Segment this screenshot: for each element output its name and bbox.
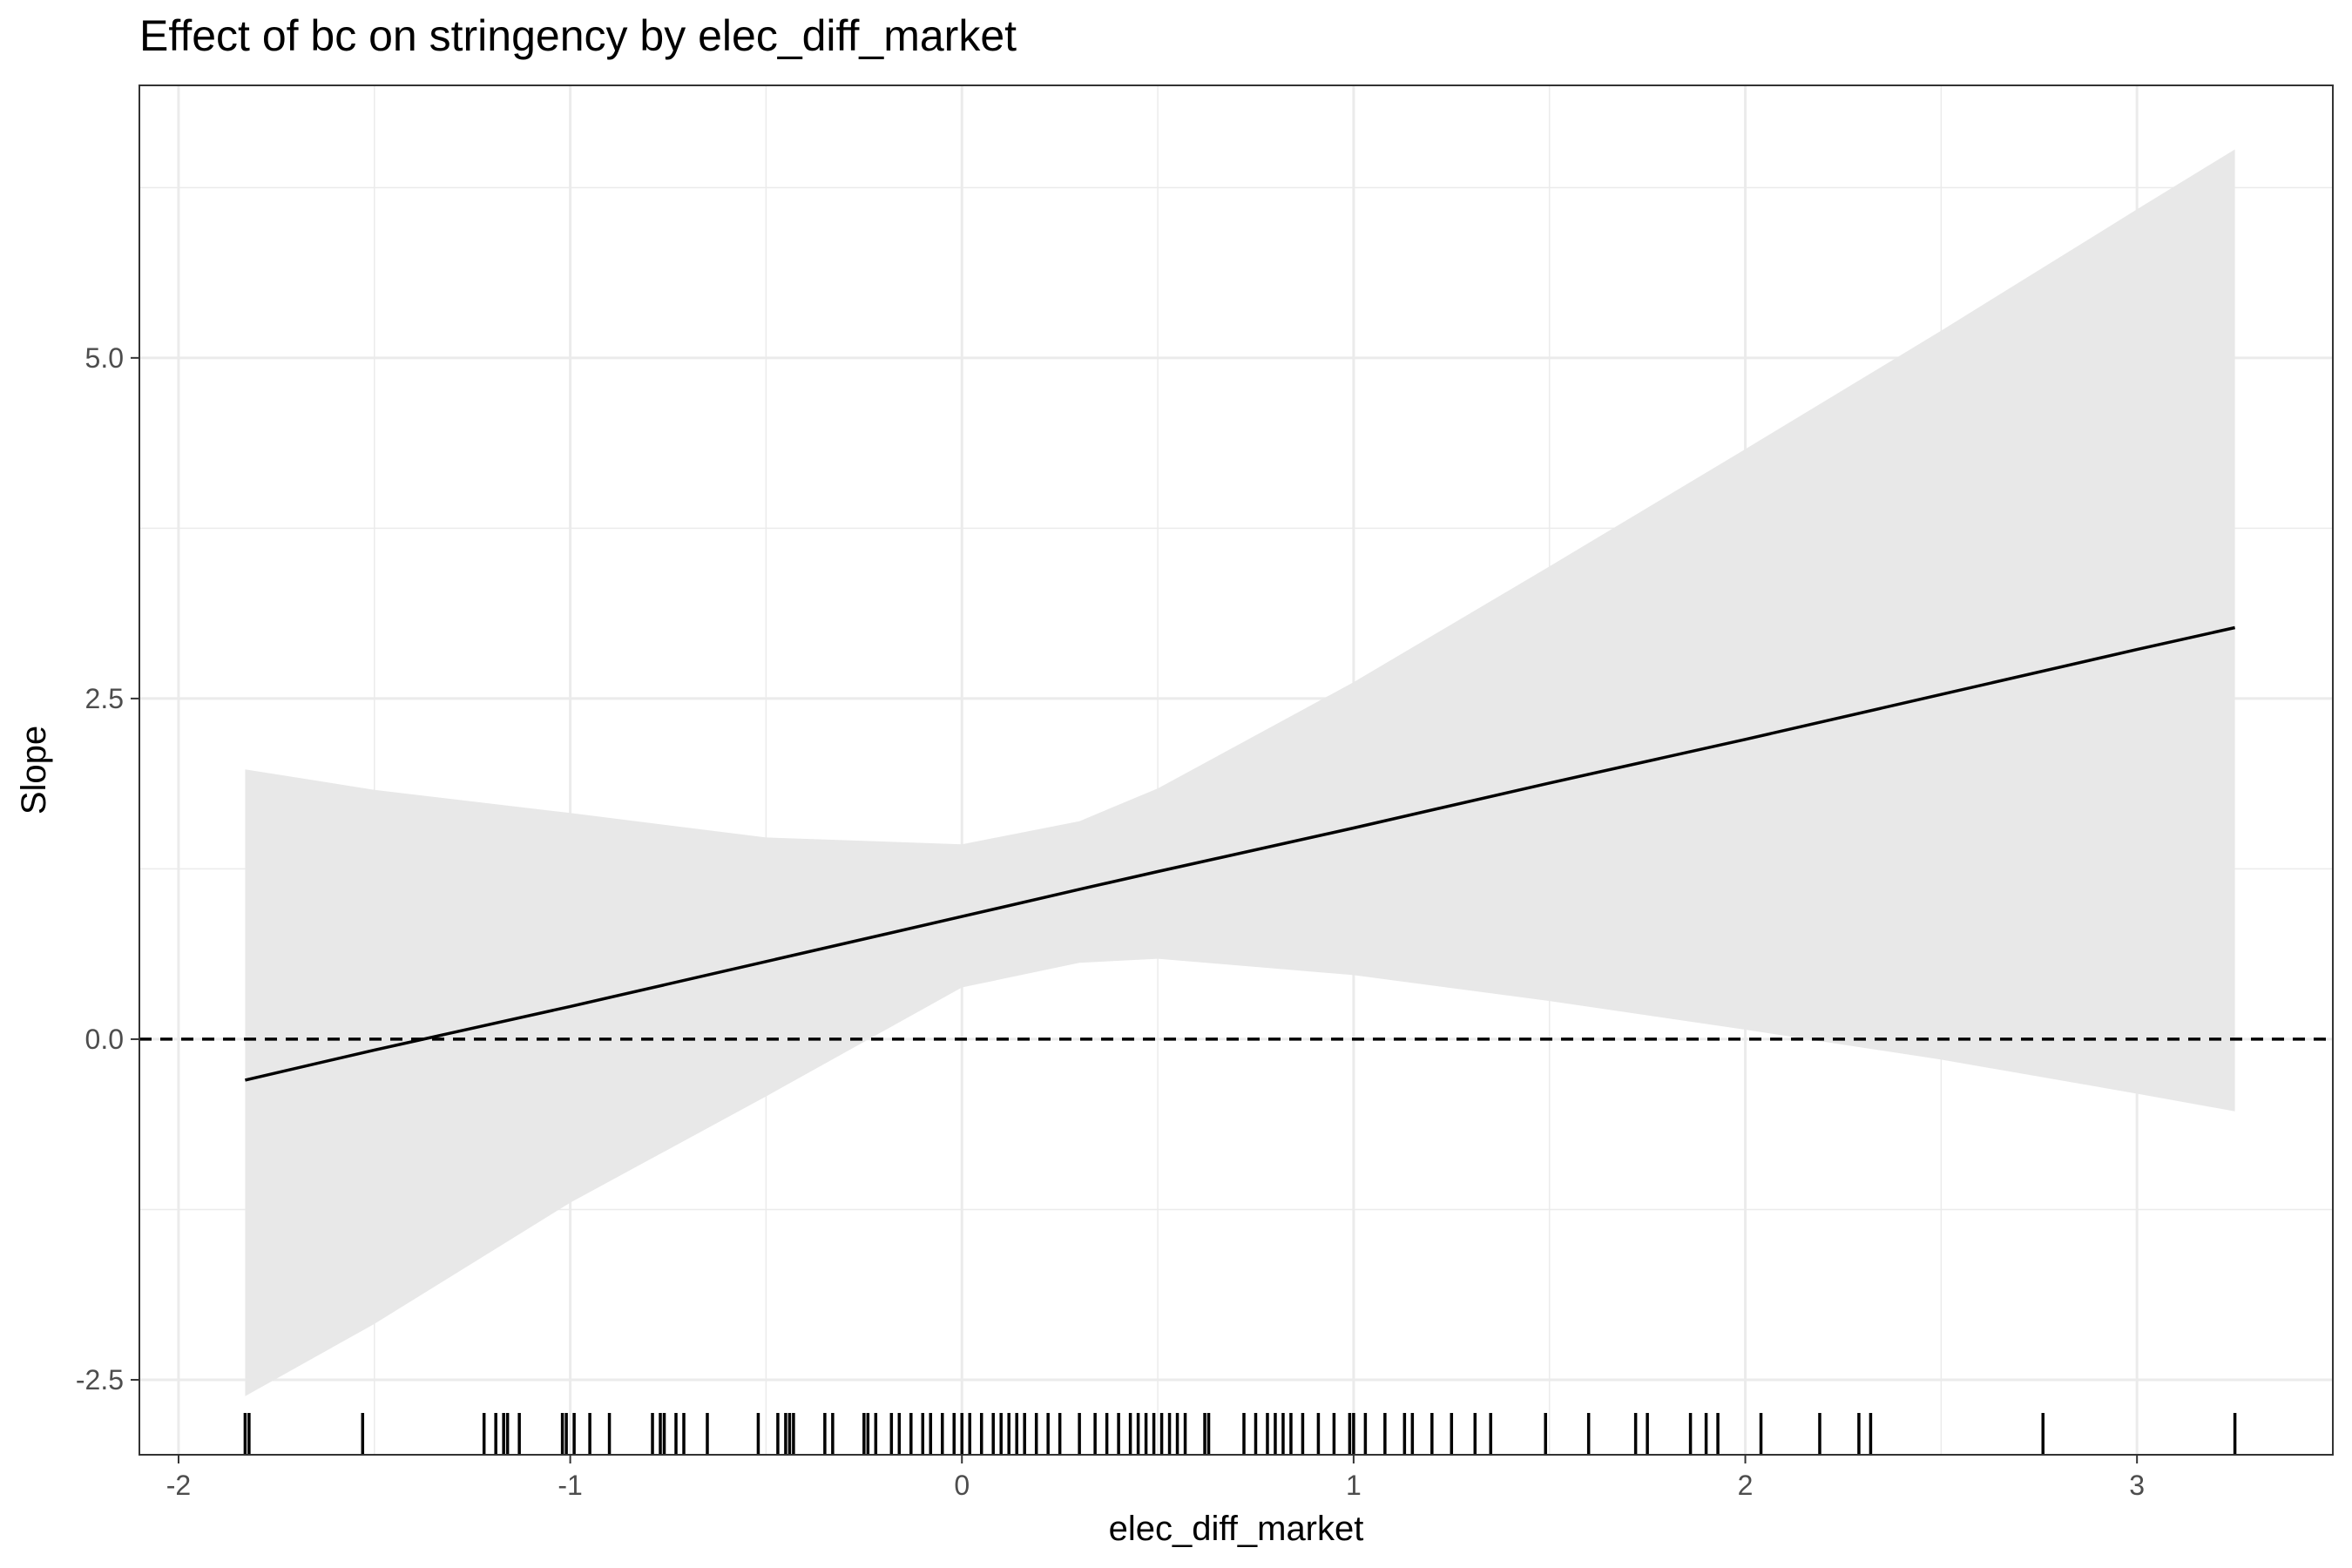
x-tick-label: 1 (1346, 1470, 1362, 1501)
y-axis: -2.5 0.0 2.5 5.0 (76, 342, 139, 1396)
rug-marks (243, 1413, 2237, 1455)
x-tick-label: 2 (1738, 1470, 1754, 1501)
x-tick-label: 0 (954, 1470, 970, 1501)
x-tick-label: 3 (2129, 1470, 2145, 1501)
y-tick-label: -2.5 (76, 1364, 124, 1396)
slope-line (245, 625, 2235, 1082)
x-axis: -2 -1 0 1 2 3 (166, 1455, 2145, 1501)
x-axis-title: elec_diff_market (1109, 1510, 1364, 1548)
y-tick-label: 5.0 (85, 342, 124, 374)
y-tick-label: 2.5 (85, 683, 124, 714)
chart-title: Effect of bc on stringency by elec_diff_… (139, 11, 1017, 60)
panel-border (139, 84, 2334, 1456)
x-tick-label: -2 (166, 1470, 191, 1501)
y-axis-title: Slope (15, 726, 53, 814)
confidence-band (245, 149, 2235, 1396)
y-tick-label: 0.0 (85, 1024, 124, 1055)
x-tick-label: -1 (558, 1470, 582, 1501)
